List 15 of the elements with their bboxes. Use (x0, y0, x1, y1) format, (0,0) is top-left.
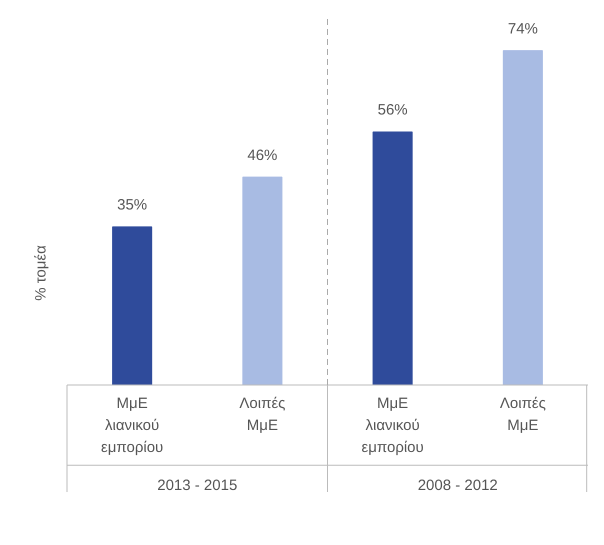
data-label: 46% (247, 146, 278, 164)
text: 2008 - 2012 (418, 476, 498, 494)
x-tick-label: Λοιπές ΜμΕ (239, 395, 286, 434)
text: 2013 - 2015 (157, 476, 238, 494)
bar (112, 226, 152, 386)
data-label: 74% (508, 20, 538, 38)
bar (502, 50, 543, 386)
bar (242, 176, 282, 386)
bar (372, 131, 413, 386)
x-tick-label: ΜμΕ λιανικού εμπορίου (362, 395, 424, 456)
x-tick-label: ΜμΕ λιανικού εμπορίου (101, 395, 164, 456)
data-label: 56% (378, 102, 408, 119)
x-tick-label: Λοιπές ΜμΕ (500, 395, 546, 434)
y-axis-title: % τομέα (32, 244, 50, 301)
data-label: 35% (117, 196, 148, 214)
